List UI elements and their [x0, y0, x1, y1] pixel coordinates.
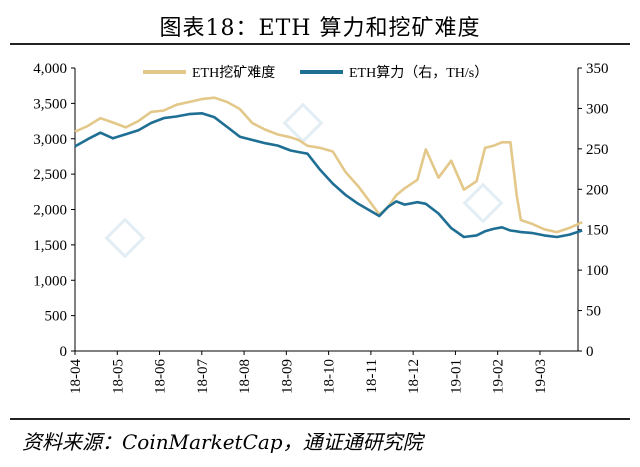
- chart-canvas: 0 500 1,000 1,500 2,000 2,500 3,000 3,500 4,000 0…: [33, 61, 608, 394]
- source-divider: [10, 418, 630, 420]
- x-tick-label: 18-08: [237, 359, 253, 394]
- y-right-tick-label: 250: [586, 142, 609, 158]
- y-left-tick-label: 3,500: [33, 96, 67, 112]
- y-right-tick-label: 100: [586, 263, 609, 279]
- x-tick-label: 18-05: [110, 359, 126, 394]
- series-line-0: [74, 96, 583, 234]
- y-right-tick-label: 0: [586, 344, 594, 360]
- series-line-1: [74, 112, 583, 239]
- y-right-tick-label: 150: [586, 223, 609, 239]
- x-tick-label: 19-03: [533, 359, 549, 394]
- legend-label-difficulty: ETH挖矿难度: [192, 65, 275, 81]
- legend-label-hashrate: ETH算力（右，TH/s）: [349, 65, 488, 81]
- y-left-tick-label: 0: [60, 344, 68, 360]
- series-layer: [74, 96, 583, 239]
- title-divider: [10, 43, 630, 45]
- x-tick-label: 19-01: [448, 359, 464, 394]
- y-right-tick-label: 350: [586, 61, 609, 77]
- legend: ETH挖矿难度 ETH算力（右，TH/s）: [143, 65, 488, 81]
- y-right-tick-label: 200: [586, 182, 609, 198]
- y-left-tick-label: 2,500: [33, 167, 67, 183]
- y-left-tick-label: 1,500: [33, 238, 67, 254]
- x-tick-label: 18-07: [195, 359, 211, 394]
- y-left-tick-label: 4,000: [33, 61, 67, 77]
- x-tick-label: 18-11: [364, 359, 380, 393]
- y-right-tick-label: 300: [586, 101, 609, 117]
- y-left-tick-label: 500: [45, 309, 68, 325]
- x-tick-label: 18-06: [153, 359, 169, 394]
- watermark: [104, 102, 504, 259]
- x-tick-label: 19-02: [491, 359, 507, 394]
- y-left-tick-label: 2,000: [33, 203, 67, 219]
- y-left-tick-label: 1,000: [33, 273, 67, 289]
- axes-group: 0 500 1,000 1,500 2,000 2,500 3,000 3,500 4,000 0…: [33, 61, 608, 394]
- x-tick-label: 18-12: [406, 359, 422, 394]
- x-tick-label: 18-10: [322, 359, 338, 394]
- x-tick-label: 18-09: [279, 359, 295, 394]
- y-left-tick-label: 3,000: [33, 132, 67, 148]
- y-right-tick-label: 50: [586, 304, 601, 320]
- x-tick-label: 18-04: [68, 359, 84, 394]
- source-note: 资料来源：CoinMarketCap，通证通研究院: [22, 430, 423, 454]
- chart-title: 图表18：ETH 算力和挖矿难度: [159, 16, 481, 41]
